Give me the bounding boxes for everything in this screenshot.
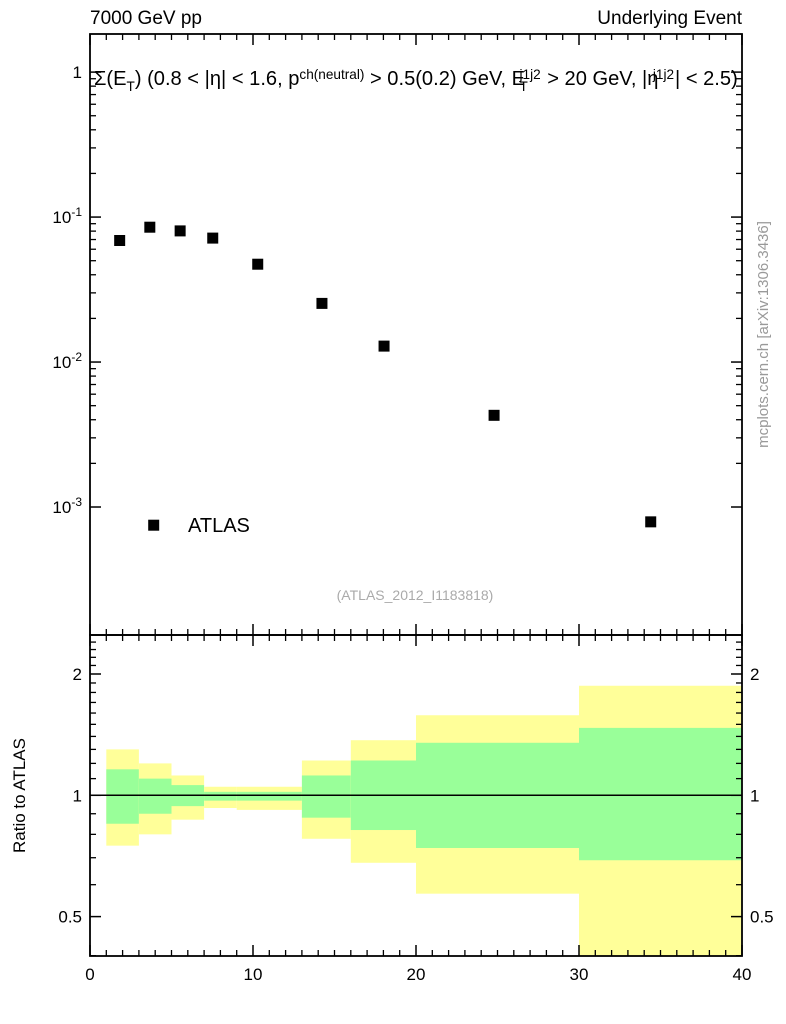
svg-text:(ATLAS_2012_I1183818): (ATLAS_2012_I1183818) <box>337 587 494 603</box>
svg-text:1: 1 <box>73 63 82 82</box>
svg-text:0.5: 0.5 <box>58 908 82 927</box>
svg-text:0: 0 <box>85 965 94 984</box>
svg-text:0.5: 0.5 <box>750 908 774 927</box>
svg-text:1: 1 <box>750 786 759 805</box>
svg-text:30: 30 <box>570 965 589 984</box>
svg-text:mcplots.cern.ch [arXiv:1306.34: mcplots.cern.ch [arXiv:1306.3436] <box>755 221 772 448</box>
svg-text:10: 10 <box>244 965 263 984</box>
svg-text:40: 40 <box>733 965 752 984</box>
svg-text:Underlying Event: Underlying Event <box>597 8 742 29</box>
svg-text:2: 2 <box>73 665 82 684</box>
svg-text:ATLAS: ATLAS <box>188 515 250 537</box>
svg-text:1: 1 <box>73 786 82 805</box>
svg-text:7000 GeV pp: 7000 GeV pp <box>90 8 202 29</box>
svg-text:Ratio to ATLAS: Ratio to ATLAS <box>10 738 29 853</box>
svg-text:20: 20 <box>407 965 426 984</box>
svg-text:Σ(ET) (0.8 < |η| < 1.6, pch(ne: Σ(ET) (0.8 < |η| < 1.6, pch(neutral) > 0… <box>94 67 738 94</box>
svg-text:2: 2 <box>750 665 759 684</box>
